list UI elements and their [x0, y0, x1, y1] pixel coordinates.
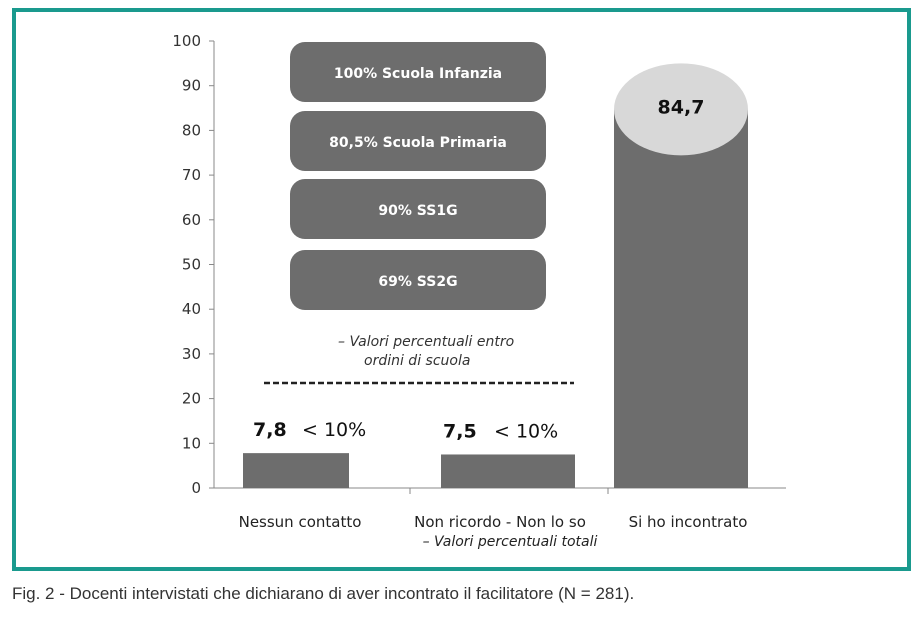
bar-cap-ellipse: [614, 63, 748, 156]
breakdown-box: [290, 111, 546, 171]
breakdown-label: 69% SS2G: [378, 274, 457, 290]
data-label: 84,7: [658, 96, 705, 118]
bar: [614, 109, 748, 489]
data-label-extra: < 10%: [302, 419, 366, 441]
figure-frame: 0 10 20 30 40 50 60 70 80 90 100 84,7 7,8 < 10% 7,5 < 1…: [12, 8, 911, 571]
y-tick-label: 20: [182, 390, 201, 408]
y-tick-label: 40: [182, 300, 201, 318]
y-tick-label: 30: [182, 345, 201, 363]
breakdown-label: 100% Scuola Infanzia: [334, 66, 502, 82]
data-label: 7,8: [253, 419, 287, 441]
y-tick-label: 0: [191, 479, 201, 497]
y-tick-label: 70: [182, 166, 201, 184]
data-label: 7,5: [443, 420, 477, 442]
data-label-extra: < 10%: [494, 420, 558, 442]
y-tick-label: 60: [182, 211, 201, 229]
bar: [441, 454, 575, 488]
breakdown-note: – Valori percentuali entro: [338, 334, 514, 350]
bar-chart: 0 10 20 30 40 50 60 70 80 90 100 84,7 7,8 < 10% 7,5 < 1…: [172, 32, 786, 550]
breakdown-box: [290, 250, 546, 310]
y-tick-label: 100: [172, 32, 201, 50]
y-tick-label: 80: [182, 121, 201, 139]
x-category-label: Si ho incontrato: [629, 513, 748, 531]
x-category-label: Nessun contatto: [239, 513, 362, 531]
figure-caption: Fig. 2 - Docenti intervistati che dichia…: [12, 584, 635, 603]
x-category-label: Non ricordo - Non lo so: [414, 513, 586, 531]
breakdown-note: ordini di scuola: [364, 353, 470, 369]
bar: [243, 453, 349, 488]
breakdown-box: [290, 42, 546, 102]
y-tick-label: 50: [182, 256, 201, 274]
x-category-subtitle: – Valori percentuali totali: [423, 534, 598, 550]
y-tick-label: 10: [182, 434, 201, 452]
breakdown-label: 80,5% Scuola Primaria: [329, 135, 507, 151]
breakdown-box: [290, 179, 546, 239]
breakdown-label: 90% SS1G: [378, 203, 457, 219]
y-tick-label: 90: [182, 77, 201, 95]
